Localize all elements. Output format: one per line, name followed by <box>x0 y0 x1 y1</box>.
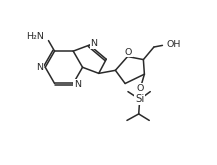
Text: Si: Si <box>135 94 144 104</box>
Text: OH: OH <box>167 40 181 49</box>
Text: N: N <box>74 80 81 89</box>
Text: H₂N: H₂N <box>26 33 44 41</box>
Text: O: O <box>125 48 132 57</box>
Text: O: O <box>137 84 144 93</box>
Text: N: N <box>37 63 44 72</box>
Text: N: N <box>90 39 97 48</box>
